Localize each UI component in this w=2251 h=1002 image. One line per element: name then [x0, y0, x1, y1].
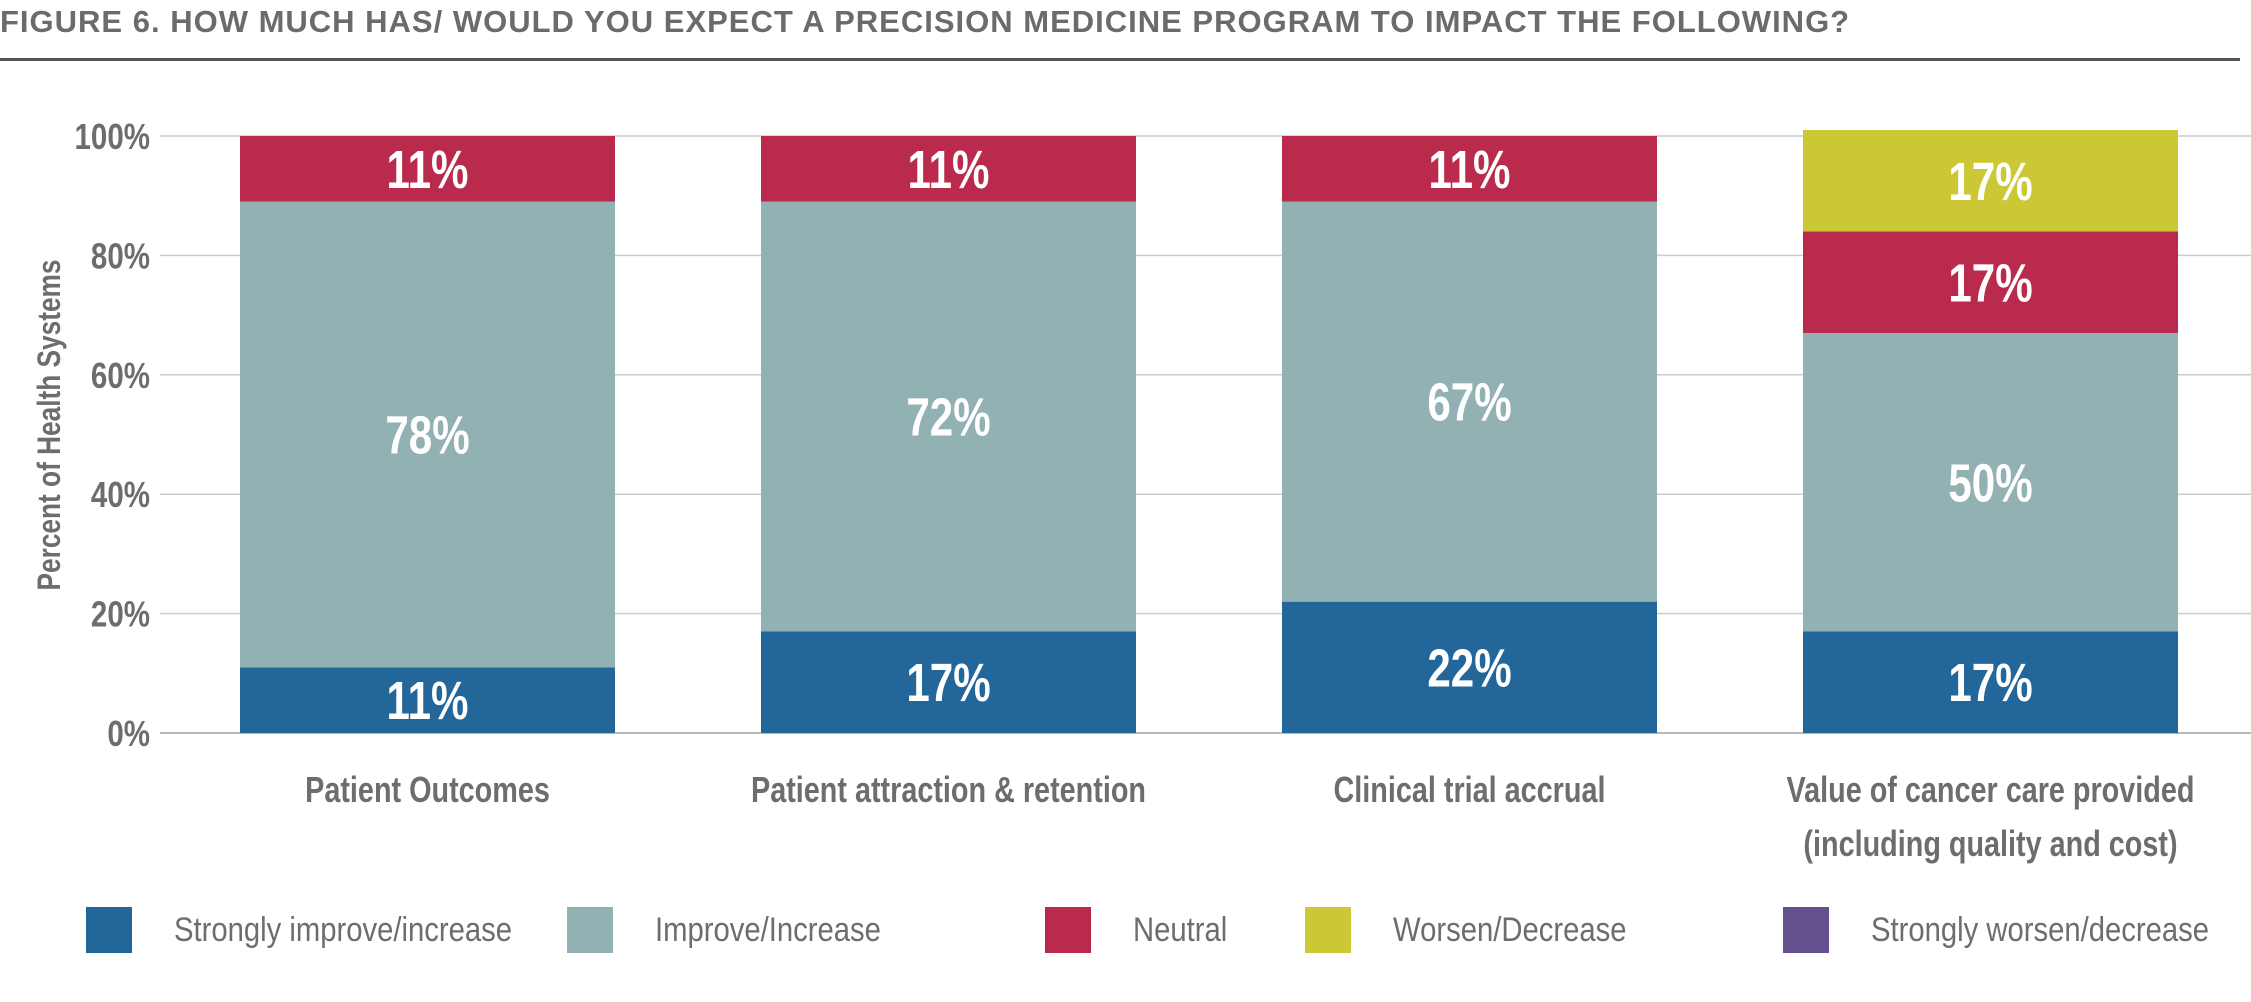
data-label: 17% [906, 653, 990, 713]
data-label: 17% [1948, 253, 2032, 313]
x-category-label: Patient attraction & retention [751, 769, 1146, 810]
legend-label: Neutral [1133, 910, 1228, 949]
data-label: 11% [387, 671, 469, 731]
legend-item: Neutral [1045, 904, 1243, 956]
bar-segment [240, 201, 615, 668]
legend-swatch [1783, 907, 1829, 953]
bar-segment [1803, 231, 2178, 334]
data-label: 11% [908, 140, 990, 200]
legend-label: Worsen/Decrease [1393, 910, 1627, 949]
legend-swatch [86, 907, 132, 953]
legend-item: Strongly worsen/decrease [1783, 904, 2251, 956]
data-label: 11% [387, 140, 469, 200]
bar-segment [1803, 333, 2178, 632]
x-category-label: (including quality and cost) [1803, 823, 2177, 864]
data-label: 72% [906, 388, 990, 448]
y-tick-label: 80% [91, 236, 150, 276]
data-label: 22% [1427, 638, 1511, 698]
legend-label: Strongly improve/increase [174, 910, 513, 949]
y-axis-label: Percent of Health Systems [33, 260, 68, 591]
bar-segment [1803, 631, 2178, 733]
y-tick-label: 60% [91, 355, 150, 395]
legend-item: Worsen/Decrease [1305, 904, 1665, 956]
chart-legend: Strongly improve/increase Improve/Increas… [0, 904, 2251, 964]
legend-item: Strongly improve/increase [86, 904, 567, 956]
bar-segment [1282, 201, 1657, 602]
bar-segment [761, 136, 1136, 202]
x-category-label: Clinical trial accrual [1334, 769, 1606, 810]
data-label: 17% [1948, 152, 2032, 212]
legend-item: Improve/Increase [567, 904, 918, 956]
y-tick-label: 20% [91, 594, 150, 634]
bar-segment [761, 201, 1136, 632]
y-tick-label: 100% [75, 116, 150, 156]
title-divider [0, 58, 2240, 61]
bar-segment [1803, 130, 2178, 232]
data-label: 50% [1948, 453, 2032, 513]
bar-segment [761, 631, 1136, 733]
y-tick-label: 40% [91, 474, 150, 514]
bar-segment [1282, 601, 1657, 733]
bar-segment [1282, 136, 1657, 202]
bar-segment [240, 136, 615, 202]
data-label: 17% [1948, 653, 2032, 713]
y-tick-label: 0% [107, 713, 150, 753]
stacked-bar-chart: 0% 20% 40% 60% 80% 100% Percent of Health Syst… [33, 116, 2251, 864]
data-label: 11% [1429, 140, 1511, 200]
data-label: 78% [385, 406, 469, 466]
figure-title: FIGURE 6. HOW MUCH HAS/ WOULD YOU EXPECT… [0, 4, 1851, 39]
legend-swatch [1045, 907, 1091, 953]
bar-segment [240, 667, 615, 733]
data-label: 67% [1427, 373, 1511, 433]
legend-swatch [1305, 907, 1351, 953]
legend-swatch [567, 907, 613, 953]
x-category-label: Value of cancer care provided [1787, 769, 2195, 810]
legend-label: Strongly worsen/decrease [1871, 910, 2210, 949]
x-category-label: Patient Outcomes [305, 769, 550, 810]
legend-label: Improve/Increase [655, 910, 881, 949]
